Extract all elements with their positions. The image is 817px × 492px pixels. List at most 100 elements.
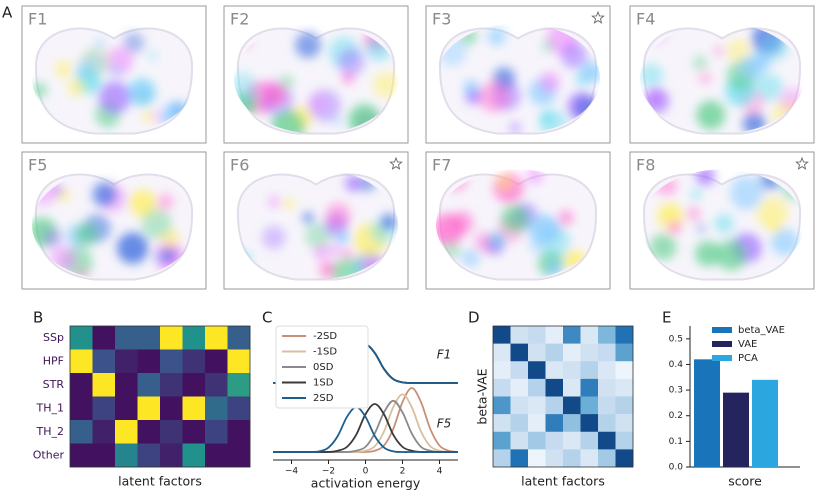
y-axis-label: beta-VAE (475, 368, 490, 424)
heatmap-cell (205, 326, 228, 350)
panel-letter: B (33, 309, 43, 327)
activity-blob (148, 51, 158, 61)
activity-blob (75, 223, 99, 247)
brain-section (432, 167, 596, 280)
activity-blob (108, 63, 123, 78)
legend-label: 2SD (313, 393, 334, 404)
heatmap-cell (205, 420, 228, 444)
activity-blob (380, 214, 397, 231)
activity-blob (640, 64, 663, 87)
bar (752, 380, 778, 467)
heatmap-cell (115, 444, 138, 468)
activity-blob (338, 48, 365, 75)
heatmap-cell (115, 350, 138, 374)
heatmap-cell (546, 449, 564, 467)
heatmap-cell (205, 397, 228, 421)
activity-blob (696, 101, 725, 130)
heatmap-cell (598, 344, 616, 362)
map-label: F6 (230, 156, 249, 175)
legend-swatch (712, 327, 732, 333)
heatmap-cell (183, 373, 206, 397)
brain-map: F6 (224, 152, 408, 289)
activity-blob (542, 40, 555, 53)
heatmap-cell (546, 414, 564, 432)
activity-blob (501, 204, 529, 232)
y-tick-label: 0.3 (669, 386, 683, 396)
activity-blob (308, 95, 327, 114)
heatmap-cell (205, 373, 228, 397)
activity-blob (561, 42, 587, 68)
heatmap-cell (138, 326, 161, 350)
heatmap-cell (93, 373, 116, 397)
heatmap-cell (160, 373, 183, 397)
brain-section (644, 166, 804, 280)
heatmap-cell (598, 414, 616, 432)
heatmap-cell (138, 444, 161, 468)
heatmap-cell (93, 350, 116, 374)
activity-blob (730, 176, 763, 209)
heatmap-cell (228, 350, 251, 374)
activity-blob (463, 80, 479, 96)
activity-blob (528, 214, 559, 245)
heatmap-cell (528, 379, 546, 397)
activity-blob (716, 240, 747, 271)
heatmap-cell (70, 420, 93, 444)
heatmap-cell (493, 397, 511, 415)
activity-blob (141, 208, 172, 239)
activity-blob (326, 202, 351, 227)
legend-label: 0SD (313, 362, 334, 373)
map-label: F4 (636, 10, 655, 29)
heatmap-cell (183, 397, 206, 421)
group-label: F1 (437, 348, 452, 362)
activity-blob (156, 193, 173, 210)
heatmap-cell (115, 373, 138, 397)
row-label: TH_2 (36, 425, 65, 438)
heatmap-cell (616, 361, 634, 379)
map-label: F1 (28, 10, 47, 29)
brain-map: F7 (426, 152, 610, 289)
heatmap-cell (528, 397, 546, 415)
activity-blob (330, 245, 340, 255)
heatmap-cell (563, 397, 581, 415)
y-tick-label: 0.5 (669, 334, 683, 344)
heatmap-cell (493, 432, 511, 450)
heatmap-cell (616, 432, 634, 450)
activity-blob (123, 32, 144, 53)
legend-label: beta_VAE (738, 325, 785, 336)
y-tick-label: 0.0 (669, 463, 684, 473)
heatmap-cell (228, 326, 251, 350)
map-label: F3 (432, 10, 451, 29)
x-tick-label: 4 (437, 467, 443, 477)
heatmap-cell (598, 397, 616, 415)
heatmap-cell (511, 379, 529, 397)
heatmap-cell (546, 432, 564, 450)
activity-blob (540, 111, 554, 125)
heatmap-cell (598, 449, 616, 467)
heatmap-cell (493, 361, 511, 379)
heatmap-cell (546, 379, 564, 397)
activity-blob (752, 50, 772, 70)
activity-blob (130, 81, 154, 105)
x-axis-label: activation energy (311, 476, 421, 491)
heatmap-cell (93, 420, 116, 444)
heatmap-cell (598, 432, 616, 450)
heatmap-cell (183, 350, 206, 374)
heatmap-cell (528, 449, 546, 467)
bar (723, 393, 749, 467)
activity-blob (117, 232, 148, 263)
activity-blob (686, 206, 701, 221)
activity-blob (161, 248, 176, 263)
heatmap-cell (511, 449, 529, 467)
heatmap-cell (205, 350, 228, 374)
heatmap-cell (616, 379, 634, 397)
activity-blob (335, 231, 349, 245)
x-axis-label: latent factors (521, 474, 605, 489)
y-tick-label: 0.2 (669, 411, 683, 421)
heatmap-cell (563, 432, 581, 450)
heatmap-cell (70, 397, 93, 421)
heatmap-cell (598, 379, 616, 397)
heatmap-cell (160, 350, 183, 374)
heatmap-cell (616, 414, 634, 432)
activity-blob (713, 46, 724, 57)
row-label: HPF (43, 354, 64, 367)
